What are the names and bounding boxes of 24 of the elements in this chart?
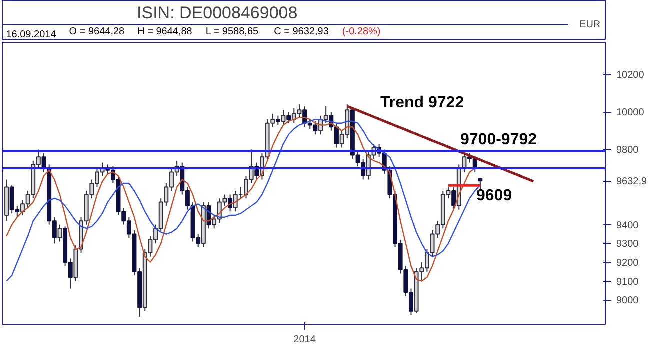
annotation: 9609 — [476, 188, 512, 204]
candlestick — [478, 178, 483, 190]
x-tick-label: 2014 — [294, 334, 316, 345]
y-tick-label: 10000 — [616, 108, 645, 119]
annotation: Trend 9722 — [380, 94, 464, 112]
y-tick-label: 9000 — [616, 296, 640, 307]
text: L = 9588,65 — [206, 26, 260, 38]
annotation: 9700-9792 — [460, 132, 538, 148]
y-axis-title: EUR — [580, 20, 601, 30]
y-tick-label: 9300 — [616, 239, 640, 250]
y-tick-label: 10200 — [616, 70, 645, 81]
text: 16.09.2014 — [6, 30, 57, 40]
text: C = 9632,93 — [274, 26, 330, 38]
y-tick-label: 9632,9 — [616, 176, 648, 188]
chart-title: ISIN: DE0008469008 — [137, 4, 298, 22]
y-tick-label: 9100 — [616, 276, 640, 288]
text: H = 9644,88 — [138, 26, 193, 38]
y-tick-label: 9400 — [616, 220, 640, 232]
text: (-0.28%) — [342, 26, 381, 38]
candlestick — [58, 224, 62, 242]
candlestick — [281, 110, 286, 126]
y-tick-label: 9800 — [616, 145, 640, 156]
text: O = 9644,28 — [69, 26, 126, 38]
y-tick-label: 9200 — [616, 258, 640, 269]
